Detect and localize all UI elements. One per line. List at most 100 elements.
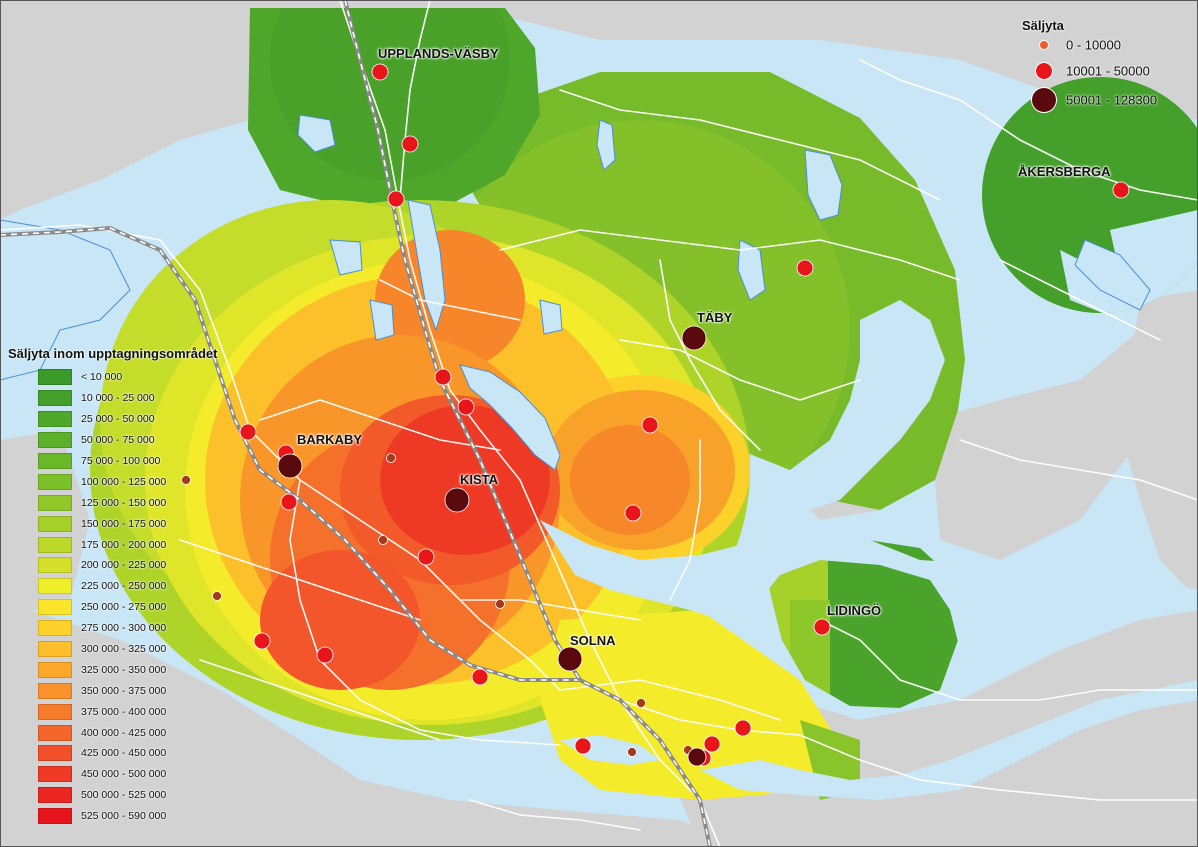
legend-swatch xyxy=(38,453,72,469)
legend-store-size-row: 0 - 10000 xyxy=(1022,33,1192,57)
legend-label: 50001 - 128300 xyxy=(1066,92,1158,108)
store-point-medium xyxy=(401,135,419,153)
legend-catchment-row: 425 000 - 450 000 xyxy=(8,743,298,764)
store-point-large xyxy=(557,646,583,672)
store-point-medium xyxy=(417,548,435,566)
legend-catchment-row: 225 000 - 250 000 xyxy=(8,576,298,597)
place-label-solna: SOLNA xyxy=(570,633,616,648)
store-point-medium xyxy=(434,368,452,386)
legend-symbol-small xyxy=(1039,40,1049,50)
legend-catchment-row: 400 000 - 425 000 xyxy=(8,722,298,743)
legend-label: 275 000 - 300 000 xyxy=(81,622,167,635)
legend-catchment-row: 10 000 - 25 000 xyxy=(8,388,298,409)
legend-label: 200 000 - 225 000 xyxy=(81,559,167,572)
legend-catchment-row: 75 000 - 100 000 xyxy=(8,451,298,472)
legend-label: 50 000 - 75 000 xyxy=(81,434,155,447)
store-point-small xyxy=(386,453,396,463)
legend-swatch xyxy=(38,808,72,825)
store-point-medium xyxy=(734,719,752,737)
legend-swatch xyxy=(38,390,72,407)
store-point-small xyxy=(627,747,637,757)
store-point-small xyxy=(181,475,191,485)
legend-label: 225 000 - 250 000 xyxy=(81,580,167,593)
store-point-medium xyxy=(387,190,405,208)
legend-store-size-row: 50001 - 128300 xyxy=(1022,85,1192,115)
legend-swatch xyxy=(38,515,72,532)
legend-swatch xyxy=(38,411,72,428)
store-point-medium xyxy=(253,632,271,650)
legend-catchment-row: 125 000 - 150 000 xyxy=(8,492,298,513)
legend-catchment-row: 175 000 - 200 000 xyxy=(8,534,298,555)
place-label-taby: TÄBY xyxy=(697,310,733,325)
legend-label: 175 000 - 200 000 xyxy=(81,538,167,551)
legend-swatch xyxy=(38,557,72,574)
legend-label: 25 000 - 50 000 xyxy=(81,413,155,426)
legend-label: 325 000 - 350 000 xyxy=(81,663,167,676)
store-point-medium xyxy=(813,618,831,636)
place-label-barkaby: BARKABY xyxy=(297,432,362,447)
legend-swatch xyxy=(38,620,72,637)
store-points xyxy=(181,63,1130,767)
store-point-large xyxy=(277,453,303,479)
legend-catchment-row: 250 000 - 275 000 xyxy=(8,597,298,618)
legend-catchment-row: 500 000 - 525 000 xyxy=(8,785,298,806)
store-point-medium xyxy=(1112,181,1130,199)
legend-swatch xyxy=(38,745,72,762)
place-label-kista: KISTA xyxy=(460,472,499,487)
legend-swatch xyxy=(38,724,72,741)
legend-swatch xyxy=(38,432,72,449)
store-point-medium xyxy=(280,493,298,511)
legend-swatch xyxy=(38,703,72,720)
store-point-small xyxy=(212,591,222,601)
store-point-small xyxy=(636,698,646,708)
legend-swatch xyxy=(38,661,72,678)
store-point-medium xyxy=(457,398,475,416)
legend-label: 450 000 - 500 000 xyxy=(81,768,167,781)
legend-swatch xyxy=(38,766,72,783)
legend-label: 100 000 - 125 000 xyxy=(81,475,167,488)
legend-catchment-row: < 10 000 xyxy=(8,367,298,388)
legend-label: 425 000 - 450 000 xyxy=(81,747,167,760)
legend-catchment-row: 200 000 - 225 000 xyxy=(8,555,298,576)
place-label-akersberga: ÅKERSBERGA xyxy=(1018,164,1111,179)
legend-store-size-row: 10001 - 50000 xyxy=(1022,57,1192,85)
store-point-medium xyxy=(371,63,389,81)
legend-swatch xyxy=(38,641,72,658)
legend-swatch xyxy=(38,536,72,553)
legend-label: 10 000 - 25 000 xyxy=(81,392,155,405)
store-point-medium xyxy=(316,646,334,664)
place-label-lidingo: LIDINGÖ xyxy=(827,603,882,618)
legend-symbol-large xyxy=(1031,87,1057,113)
water-bodies xyxy=(0,114,1198,800)
legend-symbol-medium xyxy=(1035,62,1053,80)
legend-swatch xyxy=(38,787,72,804)
legend-catchment-rows: < 10 000 10 000 - 25 000 25 000 - 50 000 50… xyxy=(8,367,298,827)
store-point-medium xyxy=(239,423,257,441)
legend-catchment-row: 350 000 - 375 000 xyxy=(8,680,298,701)
legend-label: 150 000 - 175 000 xyxy=(81,517,167,530)
legend-label: 500 000 - 525 000 xyxy=(81,789,167,802)
legend-label: 300 000 - 325 000 xyxy=(81,643,167,656)
legend-catchment-row: 525 000 - 590 000 xyxy=(8,806,298,827)
store-point-medium xyxy=(703,735,721,753)
store-point-medium xyxy=(641,416,659,434)
store-point-medium xyxy=(796,259,814,277)
legend-catchment-row: 100 000 - 125 000 xyxy=(8,471,298,492)
catchment-core xyxy=(90,200,860,800)
legend-catchment-row: 450 000 - 500 000 xyxy=(8,764,298,785)
legend-label: 400 000 - 425 000 xyxy=(81,726,167,739)
legend-label: 525 000 - 590 000 xyxy=(81,810,167,823)
store-point-medium xyxy=(574,737,592,755)
legend-label: 125 000 - 150 000 xyxy=(81,496,167,509)
store-point-large xyxy=(681,325,707,351)
legend-swatch xyxy=(38,578,72,595)
legend-catchment-area: Säljyta inom upptagningsområdet < 10 000… xyxy=(8,346,298,827)
legend-label: < 10 000 xyxy=(81,371,123,384)
store-point-large xyxy=(687,747,707,767)
legend-swatch xyxy=(38,682,72,699)
store-point-medium xyxy=(471,668,489,686)
legend-catchment-row: 375 000 - 400 000 xyxy=(8,701,298,722)
legend-catchment-title: Säljyta inom upptagningsområdet xyxy=(8,346,218,361)
